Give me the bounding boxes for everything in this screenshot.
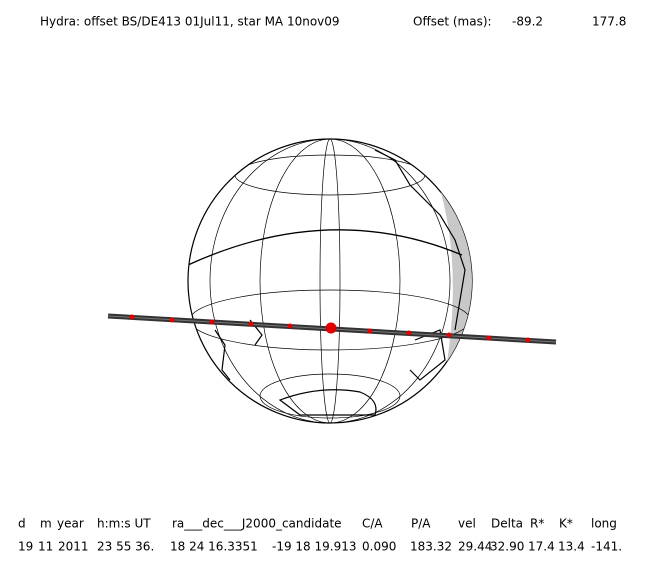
antarctica [278,389,377,416]
column-header: vel [458,517,476,531]
column-header: K* [559,517,573,531]
column-header: R* [530,517,544,531]
table-cell: 29.44 [458,540,492,554]
parallel [259,373,401,419]
time-tick [287,323,293,329]
night-side [430,140,472,420]
coastline [374,149,466,331]
table-cell: 13.4 [558,540,585,554]
meridian [209,139,451,423]
offset-dec: 177.8 [592,15,626,29]
offset-ra: -89.2 [512,15,543,29]
data-table: d m year h:m:s UT ra___dec___J2000_candidate… [18,517,622,554]
column-header: year [57,517,84,531]
column-header: m [40,517,52,531]
table-cell: 18 24 16.3351 [170,540,258,554]
globe [187,138,473,424]
time-tick [129,314,135,320]
shadow-path [107,313,557,345]
column-header: long [591,517,617,531]
table-cell: 32.90 [490,540,524,554]
table-cell: 19 [18,540,33,554]
column-header: Delta [491,517,523,531]
title: Hydra: offset BS/DE413 01Jul11, star MA … [40,15,340,29]
column-header: ra___dec___J2000_candidate [172,517,342,531]
table-cell: 2011 [58,540,89,554]
time-tick [169,317,175,323]
globe-outline [187,138,473,424]
time-tick [525,337,531,343]
table-cell: -141. [591,540,622,554]
meridian [259,139,401,423]
table-cell: 183.32 [410,540,452,554]
column-header: C/A [362,517,383,531]
closest-approach [325,322,337,334]
table-cell: 0.090 [362,540,396,554]
time-ticks [129,314,531,343]
table-cell: -19 18 19.913 [272,540,357,554]
meridian [319,139,341,423]
table-cell: 23 55 36. [97,540,154,554]
time-tick [248,321,254,327]
column-header: P/A [411,517,431,531]
table-cell: 11 [38,540,53,554]
time-tick [367,328,373,334]
offset-label: Offset (mas): [413,15,492,29]
equator [188,229,463,266]
time-tick [209,319,215,325]
table-cell: 17.4 [528,540,555,554]
column-header: d [18,517,26,531]
time-tick [446,332,452,338]
column-header: h:m:s UT [97,517,151,531]
time-tick [406,330,412,336]
time-tick [486,335,492,341]
